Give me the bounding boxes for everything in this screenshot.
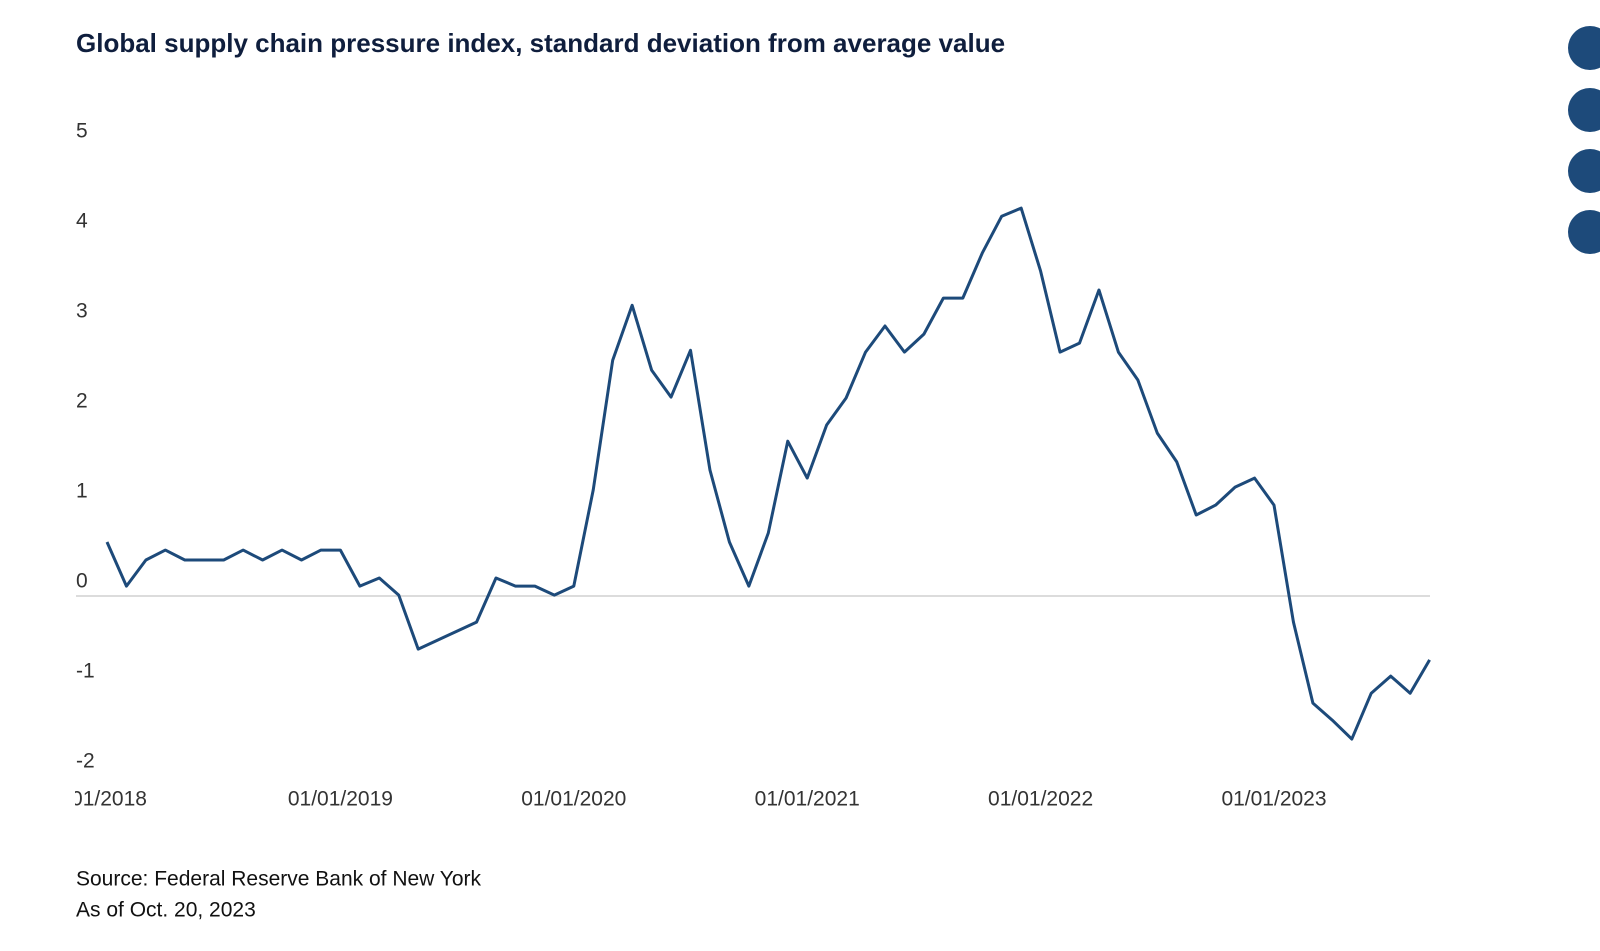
source-note: Source: Federal Reserve Bank of New York (76, 868, 482, 891)
y-tick-label: 3 (76, 300, 88, 323)
chart-title: Global supply chain pressure index, stan… (76, 28, 1005, 58)
y-tick-label: -2 (76, 750, 95, 773)
side-button[interactable] (1568, 26, 1600, 70)
x-tick-label: '01/2018 (67, 788, 147, 811)
side-button[interactable] (1568, 149, 1600, 193)
data-line (105, 206, 1431, 741)
x-tick-label: 01/01/2022 (988, 788, 1093, 811)
x-tick-label: 01/01/2023 (1221, 788, 1326, 811)
x-tick-label: 01/01/2019 (288, 788, 393, 811)
y-tick-label: 4 (76, 210, 88, 233)
date-note: As of Oct. 20, 2023 (76, 899, 256, 922)
x-tick-label: 01/01/2021 (755, 788, 860, 811)
y-tick-label: 0 (76, 570, 88, 593)
y-tick-label: 5 (76, 120, 88, 143)
y-tick-label: 1 (76, 480, 88, 503)
y-tick-label: 2 (76, 390, 88, 413)
side-button[interactable] (1568, 210, 1600, 254)
side-button[interactable] (1568, 88, 1600, 132)
y-tick-label: -1 (76, 660, 95, 683)
x-tick-label: 01/01/2020 (521, 788, 626, 811)
